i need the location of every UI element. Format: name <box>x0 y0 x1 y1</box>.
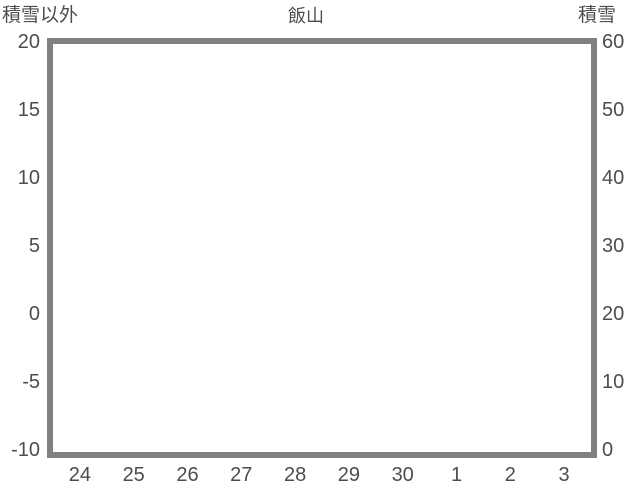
y-tick-label-right: 60 <box>602 31 625 53</box>
y-tick-label-right: 0 <box>602 439 614 461</box>
y-tick-label-right: 50 <box>602 99 625 121</box>
y-tick-label-right: 10 <box>602 371 625 393</box>
y-tick-label-right: 20 <box>602 303 625 325</box>
y-tick-label-right: 40 <box>602 167 625 189</box>
x-tick-label: 28 <box>283 464 307 486</box>
x-tick-label: 27 <box>230 464 253 486</box>
plot-frame <box>47 38 597 458</box>
x-tick-label: 25 <box>122 464 145 486</box>
y-tick-label-left: 20 <box>17 31 40 53</box>
y-tick-label-right: 30 <box>602 235 625 257</box>
y-tick-label-left: 15 <box>17 99 40 121</box>
chart-title: 飯山 <box>288 6 324 26</box>
x-tick-label: 30 <box>391 464 414 486</box>
left-axis-title: 積雪以外 <box>2 5 79 26</box>
x-tick-label: 26 <box>176 464 199 486</box>
x-tick-label: 2 <box>504 464 516 486</box>
x-tick-label: 3 <box>558 464 570 486</box>
y-tick-label-left: -5 <box>22 371 40 393</box>
y-tick-label-left: 10 <box>17 167 40 189</box>
y-tick-label-left: 0 <box>28 303 40 325</box>
x-tick-label: 24 <box>68 464 92 486</box>
x-tick-label: 29 <box>337 464 361 486</box>
y-tick-label-left: 5 <box>28 235 40 257</box>
y-tick-label-left: -10 <box>11 439 40 461</box>
right-axis-title: 積雪 <box>578 5 617 26</box>
plot-area <box>47 38 597 458</box>
x-tick-label: 1 <box>450 464 463 486</box>
